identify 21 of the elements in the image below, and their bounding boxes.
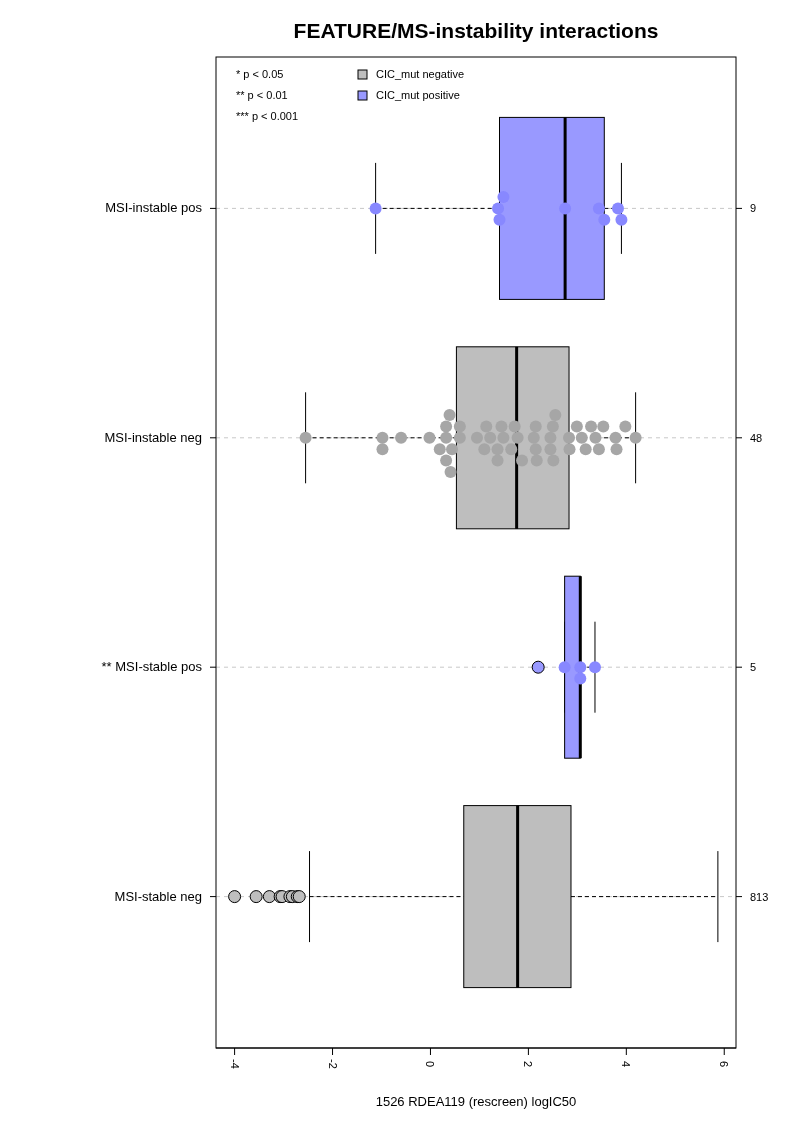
y-tick-label: MSI-stable neg: [114, 888, 202, 904]
y-tick-label: ** MSI-stable pos: [101, 659, 203, 675]
x-tick-label: -4: [228, 1059, 241, 1069]
x-tick-label: 0: [424, 1060, 437, 1068]
y-tick-label: MSI-instable pos: [105, 200, 203, 216]
annotation: ** p < 0.01: [236, 89, 288, 101]
text: 5: [750, 661, 757, 674]
x-tick-label: 6: [718, 1060, 731, 1068]
x-tick-label: -2: [326, 1059, 339, 1069]
annotation: *** p < 0.001: [236, 110, 299, 122]
legend-label: CIC_mut negative: [376, 68, 465, 80]
chart-title: FEATURE/MS-instability interactions: [293, 19, 659, 42]
y-tick-label: MSI-instable neg: [104, 429, 202, 445]
text: 48: [750, 431, 763, 444]
legend-label: CIC_mut positive: [376, 89, 460, 101]
x-tick-label: 4: [620, 1060, 633, 1068]
x-tick-label: 2: [522, 1060, 535, 1068]
annotation: * p < 0.05: [236, 68, 284, 80]
x-axis-title: 1526 RDEA119 (rescreen) logIC50: [375, 1094, 577, 1109]
text: 813: [750, 890, 769, 903]
text: 9: [750, 202, 757, 215]
